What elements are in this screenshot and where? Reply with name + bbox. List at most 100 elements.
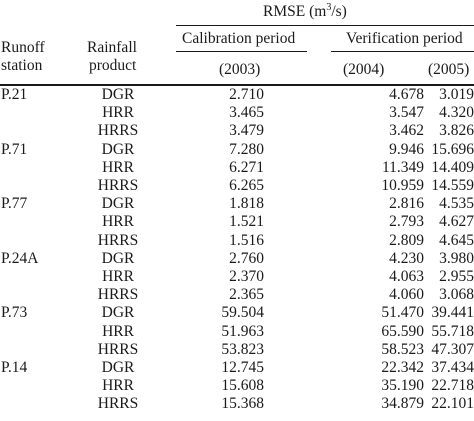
value-2003-cell: 59.504	[221, 304, 264, 322]
rmse-suffix: /s)	[331, 3, 347, 20]
table-row: P.24A DGR 2.760 4.230 3.980	[0, 250, 474, 268]
table-row: HRR 2.370 4.063 2.955	[0, 268, 474, 286]
product-cell: HRR	[102, 268, 134, 285]
runoff-station-header-line1: Runoff	[1, 39, 45, 56]
rainfall-product-header-line1: Rainfall	[87, 39, 137, 56]
value-2005-cell: 3.826	[439, 122, 474, 140]
value-2005-cell: 15.696	[431, 140, 474, 158]
table-row: HRR 51.963 65.590 55.718	[0, 323, 474, 341]
value-2003-cell: 15.368	[221, 395, 264, 413]
table-row: P.77 DGR 1.818 2.816 4.535	[0, 195, 474, 213]
header-bottom-rule	[0, 84, 474, 86]
value-2004-cell: 4.060	[389, 286, 424, 304]
value-2003-cell: 6.265	[229, 177, 264, 194]
year-2005-header: (2005)	[428, 61, 470, 78]
value-2004-cell: 35.190	[381, 377, 424, 395]
value-2005-cell: 2.955	[439, 268, 474, 285]
value-2005-cell: 4.627	[439, 213, 474, 231]
value-2003-cell: 1.818	[229, 195, 264, 213]
value-2005-cell: 37.434	[431, 359, 474, 376]
table-row: HRRS 6.265 10.959 14.559	[0, 177, 474, 195]
product-cell: HRRS	[97, 122, 139, 140]
product-cell: HRRS	[97, 340, 139, 358]
table-row: P.71 DGR 7.280 9.946 15.696	[0, 141, 474, 159]
value-2003-cell: 1.521	[229, 213, 264, 231]
table-row: HRRS 1.516 2.809 4.645	[0, 232, 474, 250]
runoff-station-header-line2: station	[1, 57, 43, 74]
product-cell: HRR	[102, 104, 134, 122]
rmse-superscript: 3	[326, 2, 332, 13]
table-row: HRR 6.271 11.349 14.409	[0, 159, 474, 177]
value-2003-cell: 6.271	[229, 158, 264, 176]
station-cell: P.77	[1, 195, 28, 213]
value-2005-cell: 3.019	[439, 86, 474, 103]
station-cell: P.21	[1, 86, 28, 103]
table-row: P.14 DGR 12.745 22.342 37.434	[0, 359, 474, 377]
value-2005-cell: 22.718	[431, 377, 474, 395]
value-2004-cell: 10.959	[381, 177, 424, 194]
product-cell: HRR	[102, 213, 134, 231]
value-2003-cell: 3.465	[229, 104, 264, 122]
value-2004-cell: 34.879	[381, 395, 424, 413]
rainfall-product-header-line2: product	[89, 57, 137, 74]
value-2005-cell: 39.441	[431, 304, 474, 322]
value-2004-cell: 2.816	[389, 195, 424, 213]
table-row: HRRS 3.479 3.462 3.826	[0, 122, 474, 140]
product-cell: HRR	[102, 322, 134, 340]
value-2003-cell: 51.963	[221, 322, 264, 340]
product-cell: DGR	[101, 86, 135, 103]
table-row: HRRS 53.823 58.523 47.307	[0, 341, 474, 359]
calibration-period-header: Calibration period	[182, 30, 296, 47]
value-2003-cell: 15.608	[221, 377, 264, 395]
value-2005-cell: 4.320	[439, 104, 474, 122]
value-2003-cell: 12.745	[221, 359, 264, 376]
value-2003-cell: 53.823	[221, 340, 264, 358]
value-2003-cell: 2.710	[229, 86, 264, 103]
value-2005-cell: 14.409	[431, 158, 474, 176]
value-2004-cell: 51.470	[381, 304, 424, 322]
value-2003-cell: 1.516	[229, 231, 264, 249]
value-2004-cell: 58.523	[381, 340, 424, 358]
value-2003-cell: 2.365	[229, 286, 264, 304]
value-2004-cell: 4.230	[389, 249, 424, 267]
rmse-header: RMSE (m3/s)	[263, 3, 347, 21]
product-cell: HRRS	[97, 395, 139, 413]
value-2004-cell: 3.547	[389, 104, 424, 122]
table-row: P.73 DGR 59.504 51.470 39.441	[0, 304, 474, 322]
product-cell: HRRS	[97, 177, 139, 194]
value-2004-cell: 11.349	[381, 158, 424, 176]
value-2005-cell: 3.068	[439, 286, 474, 304]
station-cell: P.71	[1, 140, 28, 158]
table-row: HRR 15.608 35.190 22.718	[0, 377, 474, 395]
verification-underline	[331, 51, 474, 52]
product-cell: HRRS	[97, 231, 139, 249]
product-cell: HRRS	[97, 286, 139, 304]
value-2005-cell: 4.645	[439, 231, 474, 249]
value-2005-cell: 3.980	[439, 249, 474, 267]
value-2003-cell: 2.370	[229, 268, 264, 285]
year-2003-header: (2003)	[219, 61, 261, 78]
value-2003-cell: 7.280	[229, 140, 264, 158]
product-cell: DGR	[101, 359, 135, 376]
year-2004-header: (2004)	[343, 61, 385, 78]
value-2004-cell: 22.342	[381, 359, 424, 376]
verification-period-header: Verification period	[346, 30, 463, 47]
table-row: P.21 DGR 2.710 4.678 3.019	[0, 86, 474, 104]
table-row: HRRS 15.368 34.879 22.101	[0, 395, 474, 413]
product-cell: HRR	[102, 377, 134, 395]
value-2004-cell: 2.809	[389, 231, 424, 249]
table-row: HRR 3.465 3.547 4.320	[0, 104, 474, 122]
product-cell: HRR	[102, 158, 134, 176]
table-row: HRRS 2.365 4.060 3.068	[0, 286, 474, 304]
value-2004-cell: 2.793	[389, 213, 424, 231]
table-row: HRR 1.521 2.793 4.627	[0, 213, 474, 231]
value-2003-cell: 2.760	[229, 249, 264, 267]
value-2004-cell: 4.678	[389, 86, 424, 103]
calibration-underline	[176, 51, 307, 52]
value-2005-cell: 47.307	[431, 340, 474, 358]
value-2004-cell: 9.946	[389, 140, 424, 158]
value-2004-cell: 3.462	[389, 122, 424, 140]
value-2005-cell: 14.559	[431, 177, 474, 194]
station-cell: P.73	[1, 304, 28, 322]
value-2004-cell: 4.063	[389, 268, 424, 285]
